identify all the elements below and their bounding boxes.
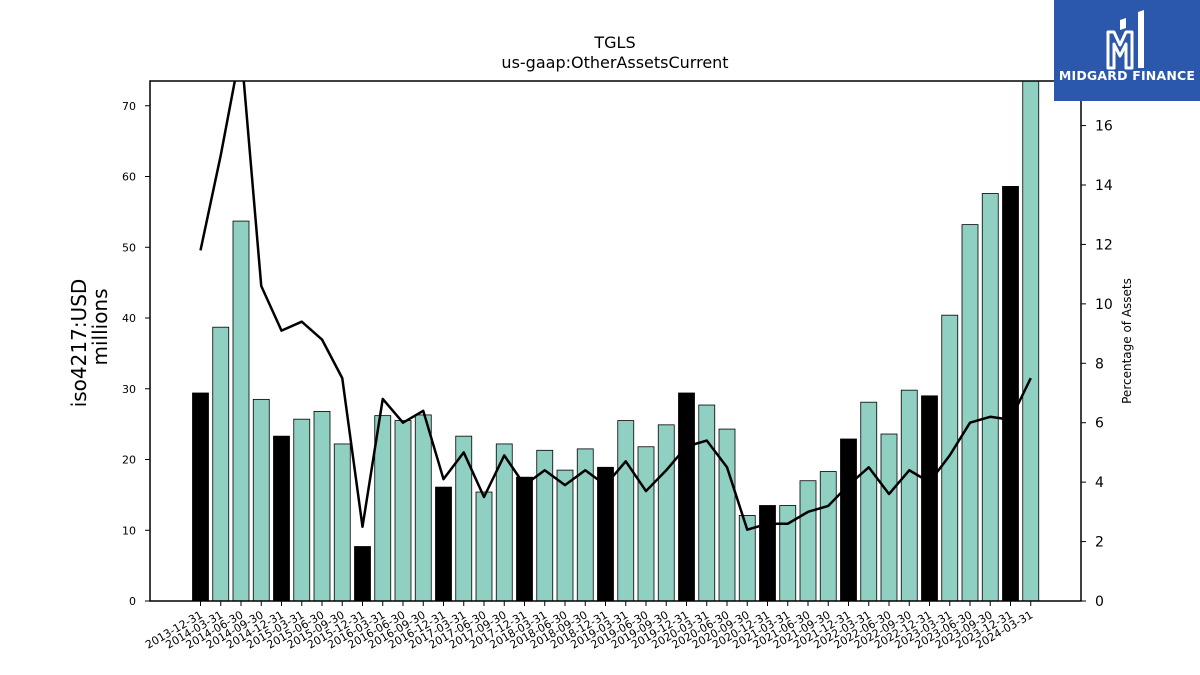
bar-2021-06-30 [799,480,817,602]
y-tick-right-label: 6 [1095,416,1104,432]
chart-subtitle: us-gaap:OtherAssetsCurrent [501,53,728,72]
y-tick-right-label: 16 [1095,119,1113,135]
bar-2023-12-31 [1002,186,1019,602]
y-axis-right: 0 2 4 6 8 10 12 14 16 [1081,119,1113,610]
bars-group [192,80,1040,602]
bar-2015-06-30 [313,410,331,602]
bar-2023-09-30 [981,193,999,602]
bar-2016-09-30 [414,414,432,602]
bar-2020-03-31 [698,404,716,602]
bar-2022-06-30 [880,433,898,602]
y-tick-right-label: 2 [1095,535,1104,551]
bar-2017-06-30 [475,491,493,602]
y-axis-label-left-line2: millions [88,288,112,365]
bar-2020-06-30 [718,428,736,602]
bar-2021-09-30 [819,471,837,602]
bar-2015-12-31 [354,546,371,602]
logo-text: MIDGARD FINANCE [1058,68,1196,83]
bar-2016-12-31 [435,486,452,602]
midgard-logo-icon [1106,10,1144,70]
y-tick-left-label: 0 [129,595,136,608]
y-tick-left-label: 30 [122,383,136,396]
bar-2014-12-31 [273,435,290,602]
bar-2019-09-30 [657,424,675,602]
bar-2017-12-31 [516,476,533,602]
bar-2014-06-30 [232,220,250,602]
y-tick-right-label: 4 [1095,475,1104,491]
y-tick-right-label: 12 [1095,237,1113,253]
bar-2022-09-30 [900,389,918,602]
bar-2022-03-31 [860,401,878,602]
y-axis-label-right: Percentage of Assets [1120,278,1134,404]
y-tick-left-label: 60 [122,171,136,184]
bar-2013-12-31 [192,392,209,602]
bar-2021-12-31 [840,438,857,602]
bar-2020-12-31 [759,505,776,602]
y-tick-right-label: 10 [1095,297,1113,313]
bar-2014-09-30 [252,398,270,602]
chart-title: TGLS [593,33,635,52]
y-axis-left: 0 10 20 30 40 50 60 70 [122,100,150,608]
bar-2018-06-30 [556,469,574,602]
y-tick-right-label: 8 [1095,356,1104,372]
bar-2016-06-30 [394,420,412,602]
y-tick-right-label: 0 [1095,594,1104,610]
bar-2023-06-30 [961,224,979,602]
y-tick-left-label: 10 [122,524,136,537]
bar-2023-03-31 [941,314,959,602]
y-tick-left-label: 20 [122,454,136,467]
percentage-line [199,81,1032,531]
bar-2022-12-31 [921,395,938,602]
bar-2015-09-30 [333,443,351,602]
line-layer [199,81,1032,531]
bar-2014-03-31 [212,326,230,602]
bar-2019-03-31 [617,420,635,602]
bar-2015-03-31 [293,418,311,602]
y-tick-left-label: 50 [122,241,136,254]
y-tick-right-label: 14 [1095,178,1113,194]
bar-2019-06-30 [637,446,655,602]
y-tick-left-label: 70 [122,100,136,113]
bar-2016-03-31 [374,415,392,602]
x-axis: 2013-12-312014-03-312014-06-302014-09-30… [143,601,1035,652]
brand-logo: MIDGARD FINANCE [1054,0,1200,101]
bar-2018-12-31 [597,466,614,602]
bar-2024-03-31 [1022,80,1040,602]
bar-2019-12-31 [678,392,695,602]
y-tick-left-label: 40 [122,312,136,325]
plot-frame [149,80,1082,602]
y-axis-label-left-line1: iso4217:USD [67,279,91,408]
